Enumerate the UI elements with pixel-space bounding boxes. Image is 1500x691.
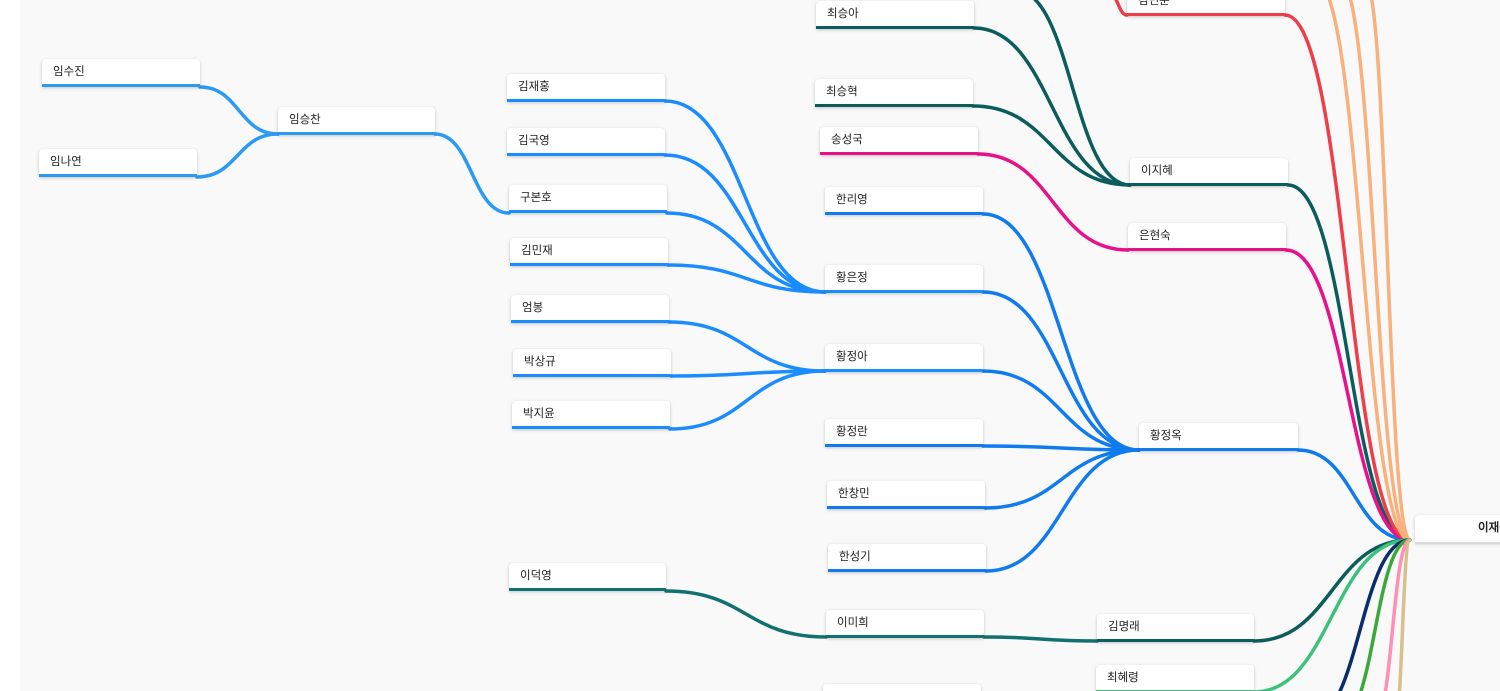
edge-choi-seunga xyxy=(972,26,1132,187)
node-hwang-eunjeong[interactable]: 황은정 xyxy=(825,265,983,293)
edge-im-seungchan xyxy=(433,132,511,215)
node-hwang-jeonga[interactable]: 황정아 xyxy=(825,344,983,372)
node-park-jiyun[interactable]: 박지윤 xyxy=(512,401,670,429)
edge-to-hwang-jeongok-1 xyxy=(981,290,1141,452)
edge-to-hwang-jeongok-3 xyxy=(981,444,1141,452)
edge-lee-deokyeong xyxy=(664,589,828,639)
edge-to-hwang-jeonga-2 xyxy=(668,369,827,431)
edge-hwang-jeongok-root xyxy=(1296,448,1412,542)
node-gu-bonho[interactable]: 구본호 xyxy=(509,185,667,213)
node-eom-bong[interactable]: 엄봉 xyxy=(511,295,669,323)
edge-to-hwang-eunjeong-3 xyxy=(666,263,827,294)
edge-to-hwang-eunjeong-0 xyxy=(663,99,827,294)
connector-lines xyxy=(195,0,1412,691)
edge-to-hwang-jeonga-1 xyxy=(669,369,827,378)
edge-to-hwang-eunjeong-1 xyxy=(663,153,827,294)
node-choi-seunga[interactable]: 최승아 xyxy=(816,1,974,29)
node-choi-seunghyeok[interactable]: 최승혁 xyxy=(815,79,973,107)
edge-navy-root xyxy=(1338,538,1412,691)
edge-eun-hyeonsuk-root xyxy=(1284,248,1412,542)
edge-to-hwang-jeongok-2 xyxy=(981,369,1141,452)
edge-tan-root xyxy=(1397,538,1412,691)
edge-to-hwang-jeongok-0 xyxy=(981,212,1141,452)
edge-lee-jihye-root xyxy=(1286,183,1412,542)
edge-offscreen-top xyxy=(1032,0,1132,187)
edge-to-hwang-jeongok-5 xyxy=(984,448,1141,573)
node-park-sanggyu[interactable]: 박상규 xyxy=(513,349,671,377)
edge-to-hwang-eunjeong-2 xyxy=(665,211,827,294)
node-eun-hyeonsuk[interactable]: 은현숙 xyxy=(1128,223,1286,251)
node-kim-minjae[interactable]: 김민재 xyxy=(510,238,668,266)
node-choi-hyeryeong[interactable]: 최혜령 xyxy=(1096,665,1254,691)
node-lee-deokyeong[interactable]: 이덕영 xyxy=(509,563,666,591)
edge-im-nayeon xyxy=(195,132,280,179)
node-han-riyeong[interactable]: 한리영 xyxy=(825,187,983,215)
node-han-changmin[interactable]: 한창민 xyxy=(827,481,985,509)
node-im-nayeon[interactable]: 임나연 xyxy=(39,149,197,177)
node-kim-myeongrae[interactable]: 김명래 xyxy=(1097,614,1254,642)
edge-lee-mihui xyxy=(982,635,1099,643)
node-im-sujin[interactable]: 임수진 xyxy=(42,59,200,87)
mindmap-canvas[interactable]: 임수진 임나연 임승찬 김재홍 김국영 구본호 김민재 엄봉 박상규 박지윤 최… xyxy=(20,0,1500,691)
edge-peach-2 xyxy=(1348,0,1412,542)
node-hwang-jeongran[interactable]: 황정란 xyxy=(825,419,983,447)
edge-red-offscreen xyxy=(1114,0,1129,17)
edge-choi-seunghyeok xyxy=(971,104,1132,187)
edge-to-hwang-jeongok-4 xyxy=(983,448,1141,510)
edge-green2-root xyxy=(1359,538,1412,691)
node-kim-indun[interactable]: 김민준 xyxy=(1127,0,1285,16)
edge-choi-hyeryeong-root xyxy=(1252,538,1412,691)
node-root[interactable]: 이재석 xyxy=(1415,515,1500,543)
node-kim-jaehong[interactable]: 김재홍 xyxy=(507,74,665,102)
node-kim-gukyeong[interactable]: 김국영 xyxy=(507,128,665,156)
edge-song-seongguk xyxy=(976,152,1130,252)
node-lee-jihye[interactable]: 이지혜 xyxy=(1130,158,1288,186)
edge-im-sujin xyxy=(198,85,280,136)
edge-peach-3 xyxy=(1370,0,1412,542)
node-im-seungchan[interactable]: 임승찬 xyxy=(278,107,435,135)
edge-to-hwang-jeonga-0 xyxy=(667,320,827,373)
edge-pink-root xyxy=(1383,538,1412,691)
edge-peach-1 xyxy=(1327,0,1412,542)
node-lee-mihui[interactable]: 이미희 xyxy=(826,610,984,638)
node-song-seongguk[interactable]: 송성국 xyxy=(820,127,978,155)
edge-kim-myeongrae-root xyxy=(1252,538,1412,643)
node-han-seonggi[interactable]: 한성기 xyxy=(828,544,986,572)
edge-kim-indun-root xyxy=(1283,13,1412,542)
node-hwang-jeongok[interactable]: 황정옥 xyxy=(1139,423,1298,451)
node-partial-bottom[interactable] xyxy=(823,684,981,691)
